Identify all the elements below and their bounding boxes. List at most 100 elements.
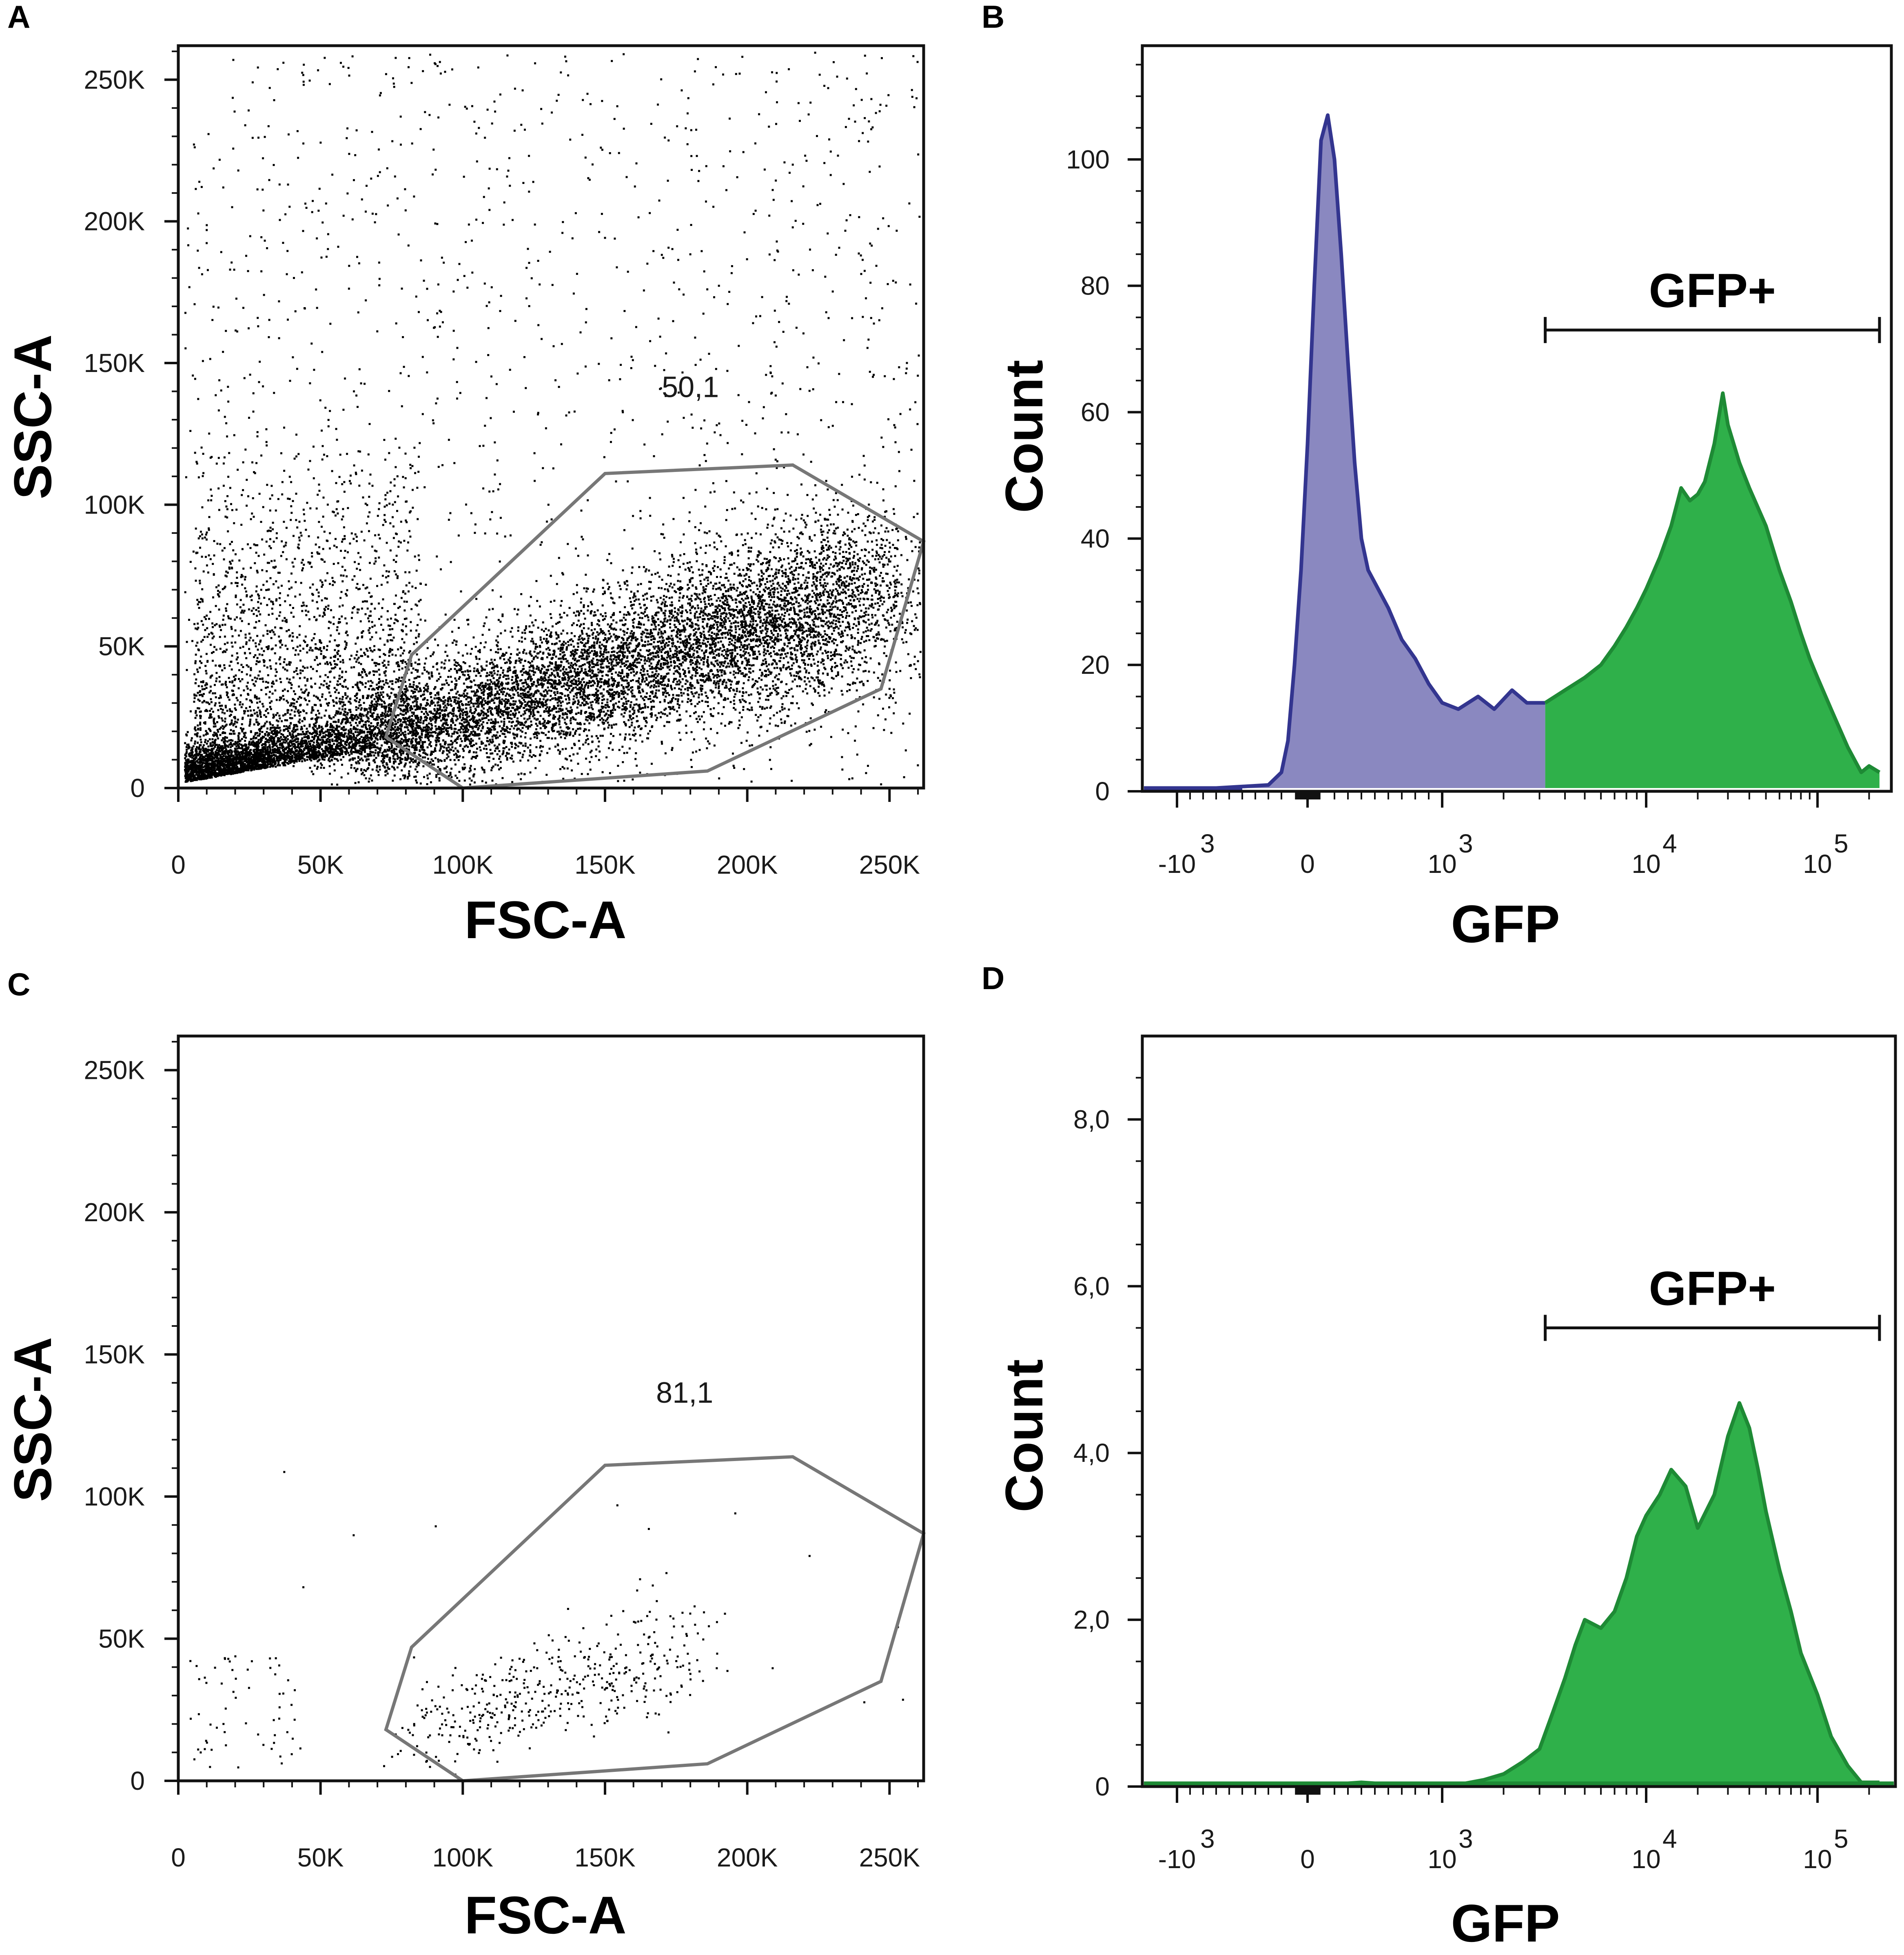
event-dot-a — [771, 607, 773, 609]
event-dot-a — [656, 675, 658, 677]
event-dot-a — [440, 720, 442, 722]
event-dot-a — [408, 679, 410, 681]
event-dot-a — [620, 364, 622, 366]
event-dot-a — [878, 624, 880, 627]
event-dot-a — [525, 653, 528, 655]
event-dot-a — [584, 651, 586, 653]
event-dot-a — [414, 604, 417, 606]
event-dot-a — [273, 392, 275, 394]
event-dot-a — [636, 703, 638, 705]
event-dot-a — [705, 165, 707, 167]
event-dot-a — [783, 162, 785, 164]
event-dot-a — [269, 722, 271, 724]
event-dot-a — [798, 707, 800, 709]
event-dot-a — [359, 569, 361, 571]
event-dot-a — [545, 628, 547, 630]
event-dot-a — [485, 664, 488, 666]
event-dot-a — [208, 527, 210, 529]
event-dot-a — [547, 676, 550, 678]
event-dot-a — [208, 433, 210, 435]
event-dot-a — [494, 111, 496, 113]
event-dot-a — [593, 589, 595, 591]
event-dot-a — [742, 695, 744, 697]
event-dot-a — [303, 84, 305, 86]
event-dot-a — [626, 644, 628, 647]
event-dot-a — [394, 175, 396, 177]
event-dot-a — [213, 540, 215, 542]
event-dot-a — [463, 176, 465, 178]
event-dot-a — [729, 690, 731, 692]
event-dot-a — [223, 615, 225, 617]
event-dot-a — [752, 620, 754, 622]
event-dot-a — [681, 685, 683, 687]
event-dot-a — [709, 689, 712, 691]
event-dot-a — [207, 740, 209, 742]
event-dot-a — [428, 672, 430, 674]
event-dot-a — [257, 657, 259, 659]
event-dot-a — [812, 356, 814, 359]
event-dot-a — [640, 583, 642, 585]
event-dot-a — [773, 596, 775, 598]
event-dot-a — [587, 685, 590, 687]
event-dot-a — [329, 739, 331, 741]
event-dot-a — [703, 609, 705, 611]
event-dot-a — [580, 696, 582, 698]
event-dot-a — [820, 562, 822, 565]
event-dot-a — [217, 590, 219, 592]
event-dot-a — [686, 611, 688, 613]
event-dot-a — [418, 613, 420, 616]
event-dot-a — [672, 654, 674, 656]
event-dot-a — [222, 351, 224, 353]
event-dot-a — [727, 580, 729, 582]
event-dot-a — [627, 585, 629, 587]
event-dot-a — [669, 627, 671, 629]
event-dot-a — [900, 413, 902, 415]
event-dot-a — [524, 710, 526, 712]
event-dot-a — [860, 273, 862, 275]
event-dot-a — [317, 664, 319, 666]
event-dot-a — [260, 454, 262, 456]
event-dot-a — [765, 699, 767, 701]
event-dot-a — [319, 142, 321, 144]
event-dot-a — [229, 681, 231, 683]
event-dot-a — [838, 653, 840, 655]
event-dot-a — [883, 597, 885, 599]
event-dot-a — [375, 752, 377, 754]
event-dot-a — [698, 628, 700, 630]
event-dot-a — [724, 626, 726, 628]
event-dot-a — [215, 394, 217, 396]
event-dot-a — [334, 649, 336, 651]
event-dot-a — [330, 635, 332, 637]
event-dot-a — [317, 607, 319, 609]
event-dot-a — [193, 701, 195, 703]
event-dot-a — [363, 724, 365, 726]
event-dot-a — [361, 757, 363, 759]
event-dot-a — [757, 701, 759, 703]
event-dot-a — [831, 613, 833, 615]
event-dot-a — [814, 534, 816, 536]
event-dot-a — [828, 509, 830, 511]
event-dot-a — [602, 735, 604, 737]
event-dot-a — [271, 608, 273, 610]
event-dot-a — [402, 624, 404, 626]
event-dot-a — [895, 281, 897, 283]
event-dot-a — [557, 749, 559, 751]
event-dot-a — [842, 603, 844, 605]
event-dot-a — [763, 645, 765, 647]
event-dot-a — [316, 733, 318, 735]
event-dot-a — [841, 756, 843, 758]
event-dot-a — [374, 733, 376, 735]
event-dot-a — [424, 620, 426, 622]
event-dot-a — [319, 687, 321, 689]
event-dot-a — [588, 682, 590, 684]
event-dot-a — [516, 613, 519, 616]
event-dot-a — [310, 566, 313, 568]
event-dot-a — [811, 585, 813, 587]
event-dot-a — [552, 284, 554, 286]
event-dot-a — [477, 663, 479, 665]
event-dot-a — [749, 664, 751, 666]
event-dot-a — [517, 752, 519, 754]
event-dot-a — [822, 673, 824, 675]
event-dot-a — [745, 622, 747, 624]
event-dot-a — [573, 698, 575, 700]
